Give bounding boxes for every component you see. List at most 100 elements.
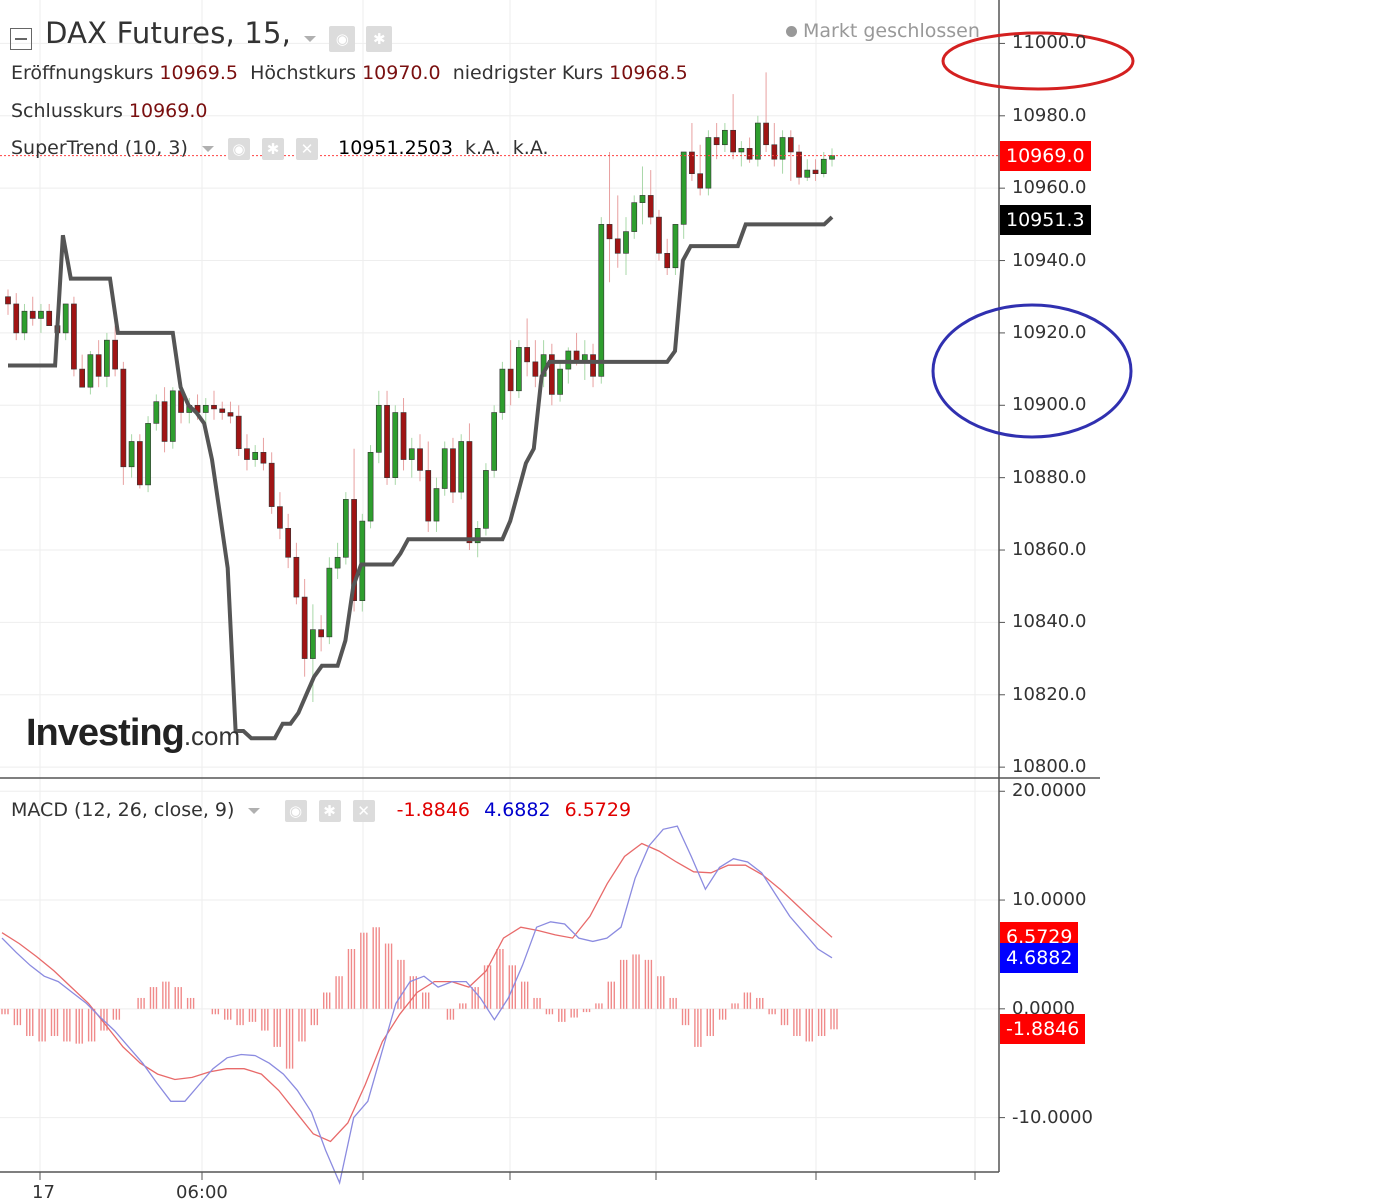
candle [491, 412, 498, 471]
candle [516, 347, 522, 392]
close-icon[interactable]: ✕ [352, 799, 375, 822]
candles-layer [5, 72, 835, 703]
gear-icon[interactable]: ✱ [366, 25, 393, 52]
candle [128, 441, 135, 468]
chevron-down-icon[interactable] [201, 145, 214, 152]
candle [499, 368, 506, 413]
gear-icon[interactable]: ✱ [318, 799, 341, 822]
macd-value: 4.6882 [484, 799, 551, 821]
eye-icon[interactable]: ◉ [329, 25, 356, 52]
collapse-icon[interactable] [10, 27, 32, 50]
macd-signal-value: 6.5729 [564, 799, 632, 821]
chevron-down-icon[interactable] [304, 35, 317, 42]
candle [359, 520, 366, 601]
market-status-text: Markt geschlossen [803, 20, 980, 42]
open-value: 10969.5 [159, 62, 238, 84]
chevron-down-icon[interactable] [248, 807, 261, 814]
close-icon[interactable]: ✕ [296, 137, 319, 160]
price-tick-label: 10940.0 [1012, 249, 1087, 271]
price-tick-label: 10920.0 [1012, 321, 1087, 343]
candle [524, 347, 530, 363]
candle [260, 452, 267, 464]
x-axis-ticks [39, 1172, 976, 1180]
candle [450, 448, 456, 493]
candle [219, 408, 226, 413]
candle [623, 231, 629, 254]
candle [169, 390, 176, 442]
candle [763, 122, 769, 146]
candle [161, 401, 168, 442]
candle [5, 296, 11, 305]
market-status: Markt geschlossen [786, 20, 980, 42]
candle [754, 122, 761, 160]
close-label: Schlusskurs [11, 100, 123, 122]
candle [557, 368, 563, 395]
candle [697, 173, 704, 189]
symbol-title[interactable]: DAX Futures, 15, [45, 16, 292, 50]
candle [351, 499, 357, 601]
candle [614, 238, 621, 254]
candle [310, 629, 316, 659]
candle [400, 412, 407, 460]
candle [672, 224, 679, 269]
candle [656, 216, 662, 254]
candle [392, 412, 399, 478]
candle [153, 401, 160, 424]
macd-tick-label: 0.0000 [1012, 997, 1075, 1019]
candle [532, 361, 539, 377]
ohlc-line-1: Eröffnungskurs 10969.5 Höchstkurs 10970.… [11, 62, 688, 84]
candle [87, 354, 94, 388]
supertrend-value: 10951.2503 [338, 137, 453, 159]
price-tag: 10969.0 [1000, 140, 1091, 171]
candle [136, 441, 143, 486]
candle [268, 462, 275, 507]
candle [804, 169, 811, 178]
candle [458, 441, 465, 493]
candle [507, 368, 514, 392]
price-tick-label: 10820.0 [1012, 683, 1087, 705]
candle [235, 415, 242, 450]
candle [812, 169, 819, 174]
price-tick-label: 10980.0 [1012, 104, 1087, 126]
macd-hist-value: -1.8846 [396, 799, 471, 821]
candle [145, 423, 151, 486]
candle [104, 339, 110, 377]
candle [705, 137, 712, 189]
price-tick-label: 11000.0 [1012, 32, 1087, 54]
candle [277, 506, 283, 529]
candle [606, 224, 613, 240]
price-tick-label: 10840.0 [1012, 611, 1087, 633]
candle [647, 195, 654, 218]
candle [285, 528, 292, 558]
candle [112, 339, 118, 370]
candle [244, 448, 250, 460]
macd-legend: MACD (12, 26, close, 9) ◉ ✱ ✕ -1.8846 4.… [11, 799, 631, 822]
supertrend-label[interactable]: SuperTrend (10, 3) [11, 137, 188, 159]
candle [79, 368, 86, 388]
gear-icon[interactable]: ✱ [262, 137, 285, 160]
candle [787, 137, 794, 153]
candle [796, 151, 802, 178]
price-tick-label: 10860.0 [1012, 539, 1087, 561]
x-tick-label: 17 [32, 1182, 55, 1203]
open-label: Eröffnungskurs [11, 62, 154, 84]
annotation-blue-ellipse [931, 303, 1133, 439]
status-dot-icon [786, 26, 797, 37]
high-label: Höchstkurs [250, 62, 357, 84]
candle [227, 412, 234, 417]
candle [548, 354, 555, 395]
candle [713, 137, 720, 146]
candle [62, 303, 69, 334]
candle [738, 148, 745, 153]
candle [598, 224, 605, 377]
candle [425, 470, 432, 522]
candle [202, 404, 209, 413]
candle [29, 310, 36, 319]
candle [433, 488, 440, 522]
eye-icon[interactable]: ◉ [284, 799, 307, 822]
candle [441, 448, 448, 489]
price-tick-label: 10900.0 [1012, 394, 1087, 416]
macd-label[interactable]: MACD (12, 26, close, 9) [11, 799, 235, 821]
eye-icon[interactable]: ◉ [227, 137, 250, 160]
